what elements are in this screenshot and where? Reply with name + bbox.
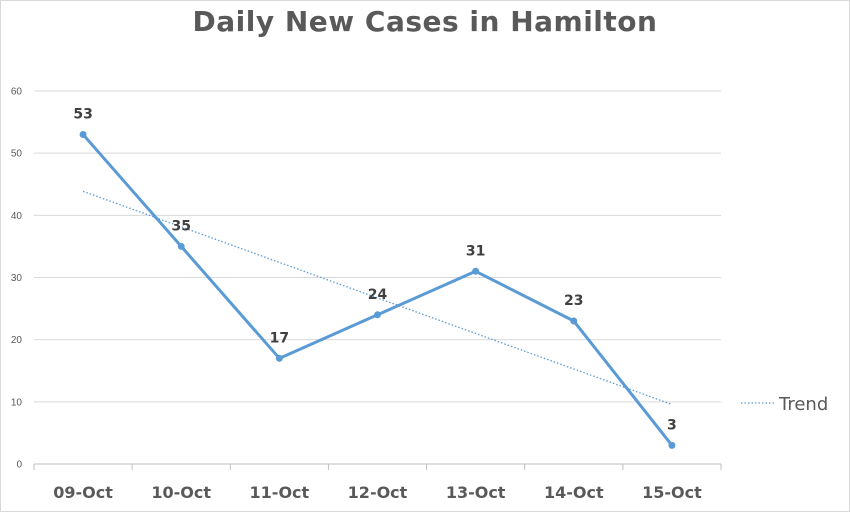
y-tick-label: 30 (11, 273, 23, 284)
data-point (374, 311, 381, 319)
x-tick-label: 10-Oct (151, 483, 211, 502)
y-tick-label: 50 (11, 149, 23, 160)
data-point (472, 267, 480, 275)
data-label: 35 (171, 218, 190, 234)
data-label: 24 (368, 287, 388, 303)
trendline (82, 190, 673, 406)
y-tick-label: 20 (11, 335, 23, 346)
x-tick-label: 13-Oct (446, 483, 506, 502)
data-point (79, 131, 87, 139)
data-label: 3 (667, 417, 677, 433)
x-tick-label: 14-Oct (544, 483, 604, 502)
data-point (275, 354, 283, 362)
y-tick-label: 40 (11, 211, 23, 222)
data-label: 17 (270, 330, 289, 346)
chart-title: Daily New Cases in Hamilton (192, 5, 658, 38)
data-label: 31 (466, 243, 485, 259)
data-label: 23 (564, 293, 583, 309)
y-tick-label: 10 (11, 397, 23, 408)
x-tick-label: 12-Oct (348, 483, 408, 502)
y-tick-label: 0 (16, 460, 22, 471)
y-tick-label: 60 (11, 87, 23, 98)
data-label: 53 (73, 107, 92, 123)
x-tick-label: 11-Oct (250, 483, 310, 502)
x-tick-label: 15-Oct (642, 483, 702, 502)
data-point (177, 242, 185, 250)
legend-trend-label: Trend (778, 394, 828, 415)
x-tick-label: 09-Oct (53, 483, 113, 502)
data-point (668, 441, 676, 449)
data-point (570, 317, 578, 325)
